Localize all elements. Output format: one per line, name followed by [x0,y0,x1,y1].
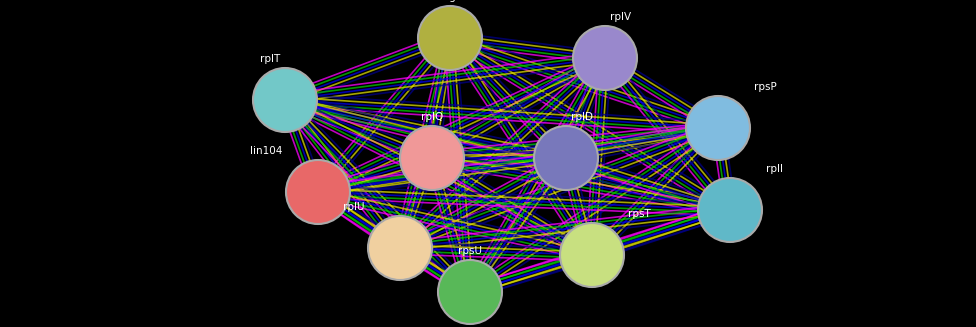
Ellipse shape [534,126,598,190]
Ellipse shape [286,160,350,224]
Ellipse shape [368,216,432,280]
Ellipse shape [253,68,317,132]
Text: rplI: rplI [766,164,783,174]
Text: rpsU: rpsU [458,246,482,256]
Text: rplQ: rplQ [421,112,443,122]
Text: rplT: rplT [260,54,280,64]
Ellipse shape [560,223,624,287]
Ellipse shape [686,96,750,160]
Text: rpsT: rpsT [628,209,651,219]
Text: rplD: rplD [571,112,593,122]
Text: tlg: tlg [443,0,457,2]
Text: rplV: rplV [610,12,631,22]
Text: rpsP: rpsP [754,82,777,92]
Ellipse shape [418,6,482,70]
Ellipse shape [438,260,502,324]
Ellipse shape [698,178,762,242]
Ellipse shape [400,126,464,190]
Text: rplU: rplU [343,202,364,212]
Text: lin104: lin104 [250,146,282,156]
Ellipse shape [573,26,637,90]
